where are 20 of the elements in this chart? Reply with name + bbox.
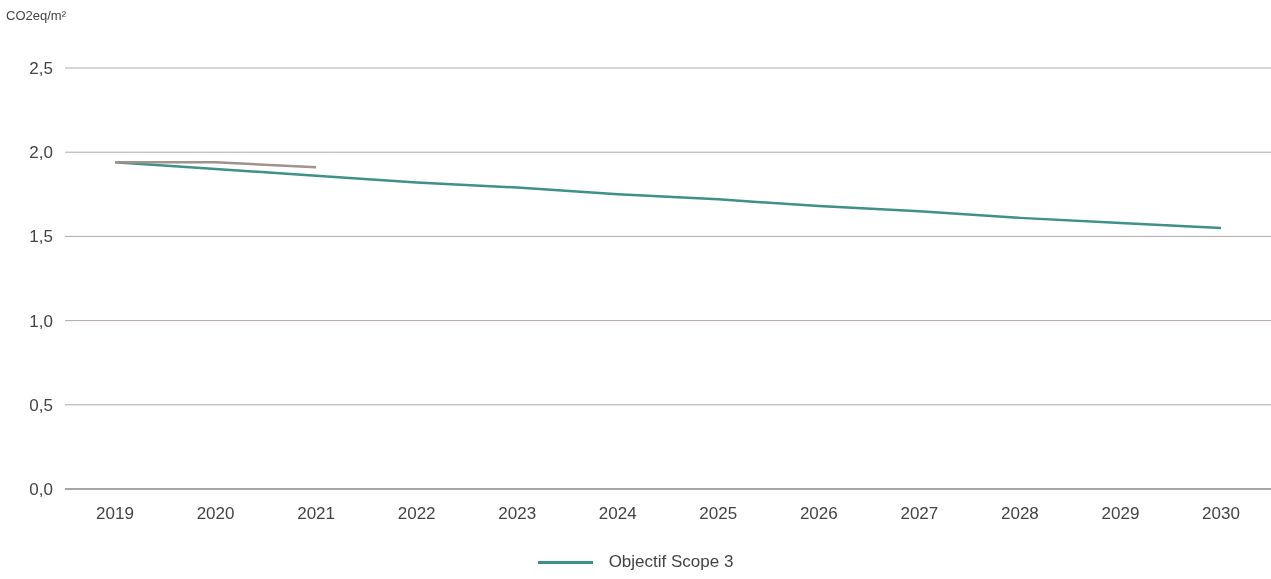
x-tick-label: 2021 (297, 504, 335, 524)
y-axis-title: CO2eq/m² (6, 8, 66, 23)
y-tick-label: 2,5 (29, 59, 53, 79)
x-tick-label: 2022 (397, 504, 436, 524)
x-tick-label: 2019 (96, 504, 134, 524)
legend-label: Objectif Scope 3 (608, 552, 734, 572)
y-tick-label: 1,5 (29, 227, 53, 247)
y-tick-label: 0,0 (29, 480, 53, 500)
x-tick-label: 2030 (1202, 504, 1240, 524)
x-tick-label: 2023 (498, 504, 537, 524)
y-tick-label: 1,0 (29, 311, 53, 331)
x-tick-label: 2020 (196, 504, 235, 524)
y-tick-label: 0,5 (29, 395, 53, 415)
x-tick-label: 2024 (598, 504, 637, 524)
x-tick-label: 2026 (799, 504, 838, 524)
y-tick-label: 2,0 (29, 143, 53, 163)
x-tick-label: 2027 (900, 504, 939, 524)
x-tick-label: 2025 (699, 504, 738, 524)
x-tick-label: 2028 (1000, 504, 1039, 524)
x-tick-label: 2029 (1101, 504, 1140, 524)
